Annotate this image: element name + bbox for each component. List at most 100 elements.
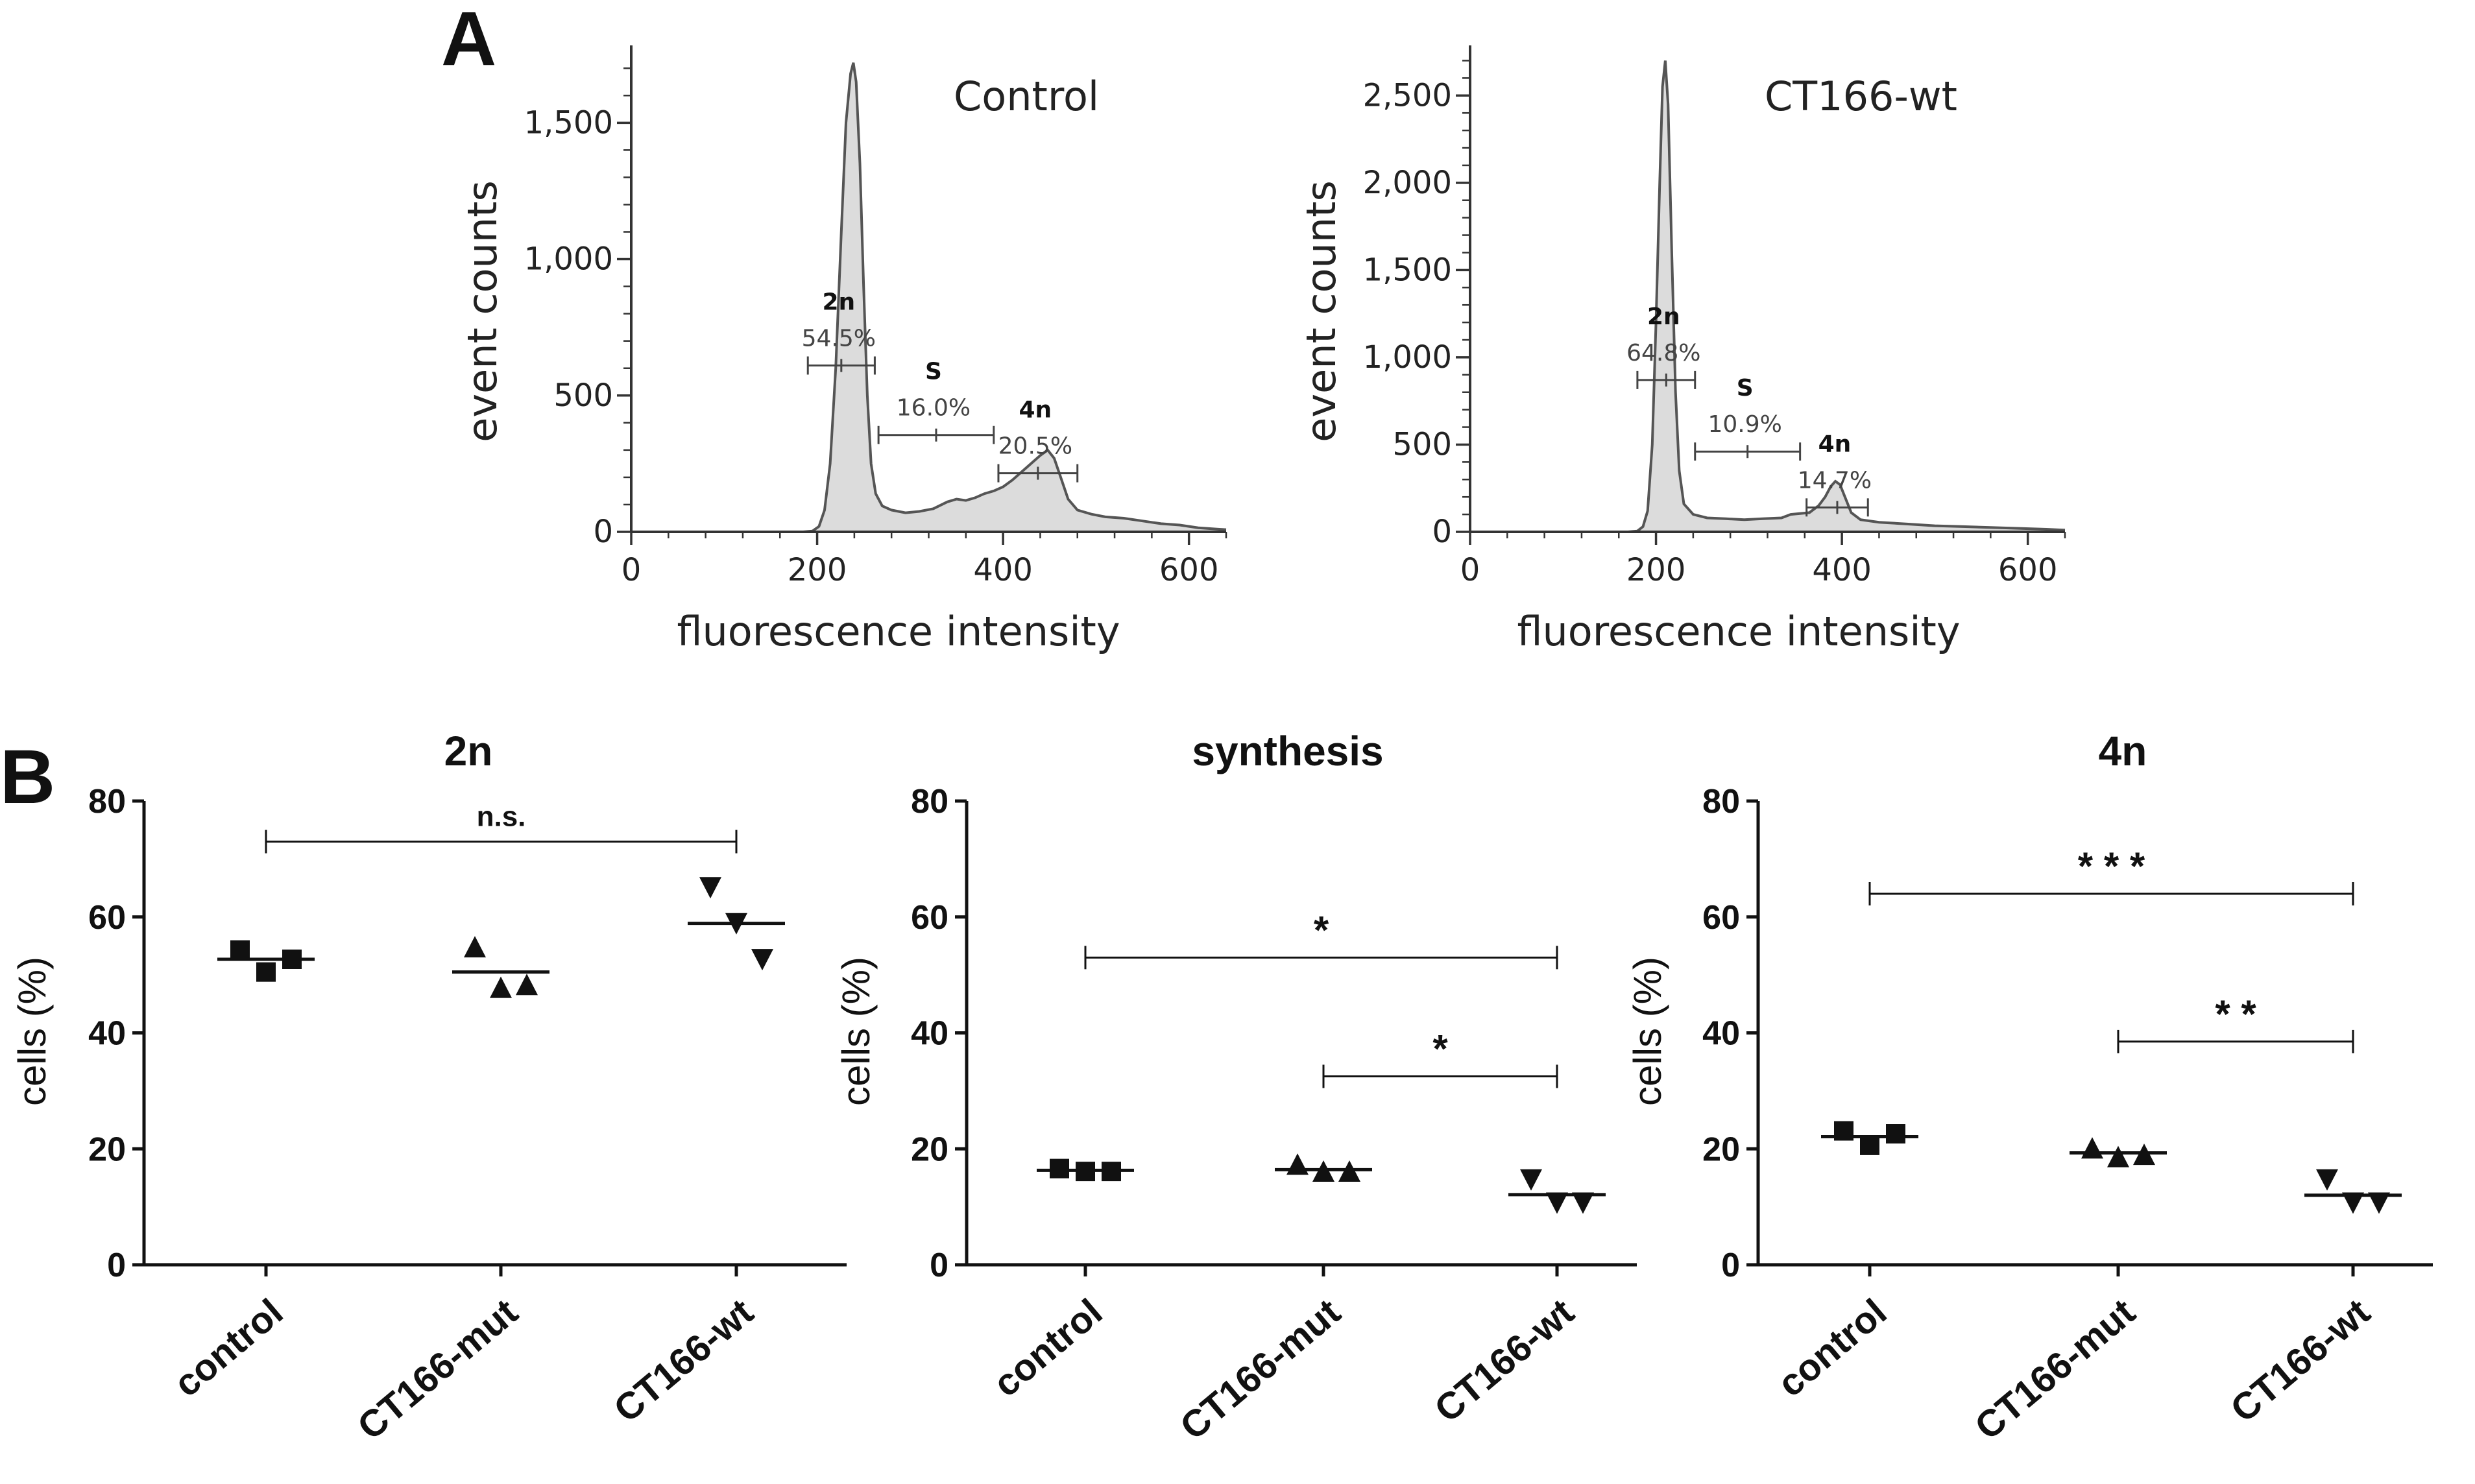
data-point-triangle-down — [2368, 1192, 2390, 1214]
y-axis-label: cells (%) — [1626, 957, 1669, 1106]
y-tick-label: 60 — [1702, 899, 1740, 937]
y-tick-label: 1,500 — [1363, 252, 1452, 288]
data-point-triangle-up — [1286, 1153, 1309, 1175]
histogram-fill — [1470, 60, 2065, 532]
y-tick-label: 0 — [107, 1247, 126, 1284]
y-tick-label: 60 — [88, 899, 126, 937]
data-point-triangle-down — [699, 877, 721, 899]
data-point-triangle-down — [1572, 1192, 1594, 1214]
y-tick-label: 500 — [553, 377, 613, 414]
x-axis-label: fluorescence intensity — [677, 608, 1120, 655]
y-tick-label: 1,000 — [524, 241, 613, 278]
x-tick-label-ct166-wt: CT166-wt — [1427, 1291, 1582, 1431]
x-tick-label-ct166-wt: CT166-wt — [2223, 1291, 2378, 1431]
data-point-triangle-up — [2081, 1137, 2103, 1159]
x-tick-label: 200 — [1626, 552, 1686, 588]
gate-label: 4n — [1818, 431, 1852, 457]
scatter-2n: 0 20 40 60 80 control CT166-mut CT166-wt 2n cells… — [10, 728, 847, 1448]
gate-label: S — [1737, 375, 1754, 401]
panel-label-b: B — [0, 734, 55, 820]
y-axis-label: event counts — [1298, 180, 1345, 442]
gate-percent: 14.7% — [1798, 467, 1872, 494]
histogram-ct166-wt: 0 500 1,000 1,500 2,000 2,500 0 200 400 600 CT166-… — [1298, 45, 2066, 655]
y-axis-label: cells (%) — [10, 957, 54, 1106]
y-tick-label: 1,000 — [1363, 339, 1452, 376]
data-point-triangle-up — [1312, 1160, 1334, 1182]
y-tick-label: 2,500 — [1363, 77, 1452, 114]
y-tick-label: 2,000 — [1363, 165, 1452, 201]
x-tick-label-ct166-mut: CT166-mut — [1967, 1291, 2143, 1448]
data-point-square — [256, 962, 276, 982]
x-tick-label: 600 — [1998, 552, 2058, 588]
gate-percent: 54.5% — [802, 326, 876, 352]
data-point-triangle-down — [2316, 1169, 2338, 1191]
x-axis-label: fluorescence intensity — [1517, 608, 1960, 655]
histogram-line — [1470, 60, 2066, 533]
gate-label: 2n — [1647, 304, 1680, 330]
y-tick-label: 40 — [911, 1015, 948, 1053]
histogram-control: 0 500 1,000 1,500 0 200 400 600 Control fluoresce… — [459, 45, 1227, 655]
data-point-square — [230, 940, 250, 960]
data-point-triangle-down — [1546, 1192, 1568, 1214]
x-tick-label-control: control — [166, 1291, 291, 1405]
data-point-square — [1886, 1124, 1905, 1144]
panel-label-a: A — [441, 0, 496, 82]
y-tick-label: 20 — [1702, 1131, 1740, 1168]
data-point-triangle-down — [2342, 1192, 2364, 1214]
gate-percent: 10.9% — [1708, 411, 1782, 438]
gate-label: S — [925, 359, 942, 385]
x-tick-label-ct166-mut: CT166-mut — [1172, 1291, 1348, 1448]
chart-title: 2n — [444, 728, 493, 774]
y-tick-label: 0 — [930, 1247, 948, 1284]
y-tick-label: 80 — [88, 783, 126, 820]
y-tick-label: 80 — [1702, 783, 1740, 820]
data-point-square — [1050, 1158, 1069, 1179]
y-axis-label: cells (%) — [834, 957, 878, 1106]
data-point-triangle-up — [2133, 1143, 2155, 1166]
data-point-triangle-up — [2107, 1145, 2129, 1167]
x-tick-label-ct166-wt: CT166-wt — [606, 1291, 761, 1431]
histogram-fill — [631, 62, 1226, 533]
scatter-4n: 0 20 40 60 80 control CT166-mut CT166-wt 4n cells… — [1626, 728, 2433, 1448]
chart-title: 4n — [2099, 728, 2147, 774]
gate-label: 4n — [1019, 397, 1052, 424]
significance-label: * — [1432, 1027, 1448, 1071]
y-tick-label: 20 — [88, 1131, 126, 1168]
gate-percent: 16.0% — [897, 395, 971, 422]
scatter-synthesis: 0 20 40 60 80 control CT166-mut CT166-wt synthes… — [834, 728, 1637, 1448]
x-tick-label: 400 — [1812, 552, 1872, 588]
data-point-square — [1860, 1135, 1879, 1155]
y-tick-label: 40 — [88, 1015, 126, 1053]
data-point-square — [1102, 1162, 1121, 1182]
significance-label: n.s. — [477, 801, 526, 833]
y-tick-label: 0 — [1721, 1247, 1740, 1284]
y-tick-label: 60 — [911, 899, 948, 937]
data-point-triangle-down — [751, 949, 773, 971]
x-tick-label: 0 — [622, 552, 642, 588]
chart-title: CT166-wt — [1765, 73, 1957, 120]
gate-percent: 20.5% — [998, 433, 1072, 460]
chart-title: synthesis — [1192, 728, 1383, 774]
x-tick-label-control: control — [1770, 1291, 1894, 1405]
y-tick-label: 40 — [1702, 1015, 1740, 1053]
y-tick-label: 20 — [911, 1131, 948, 1168]
histogram-line — [631, 62, 1227, 533]
data-point-triangle-down — [725, 913, 747, 935]
x-tick-label-ct166-mut: CT166-mut — [350, 1291, 525, 1448]
x-tick-label-control: control — [985, 1291, 1110, 1405]
gate-label: 2n — [822, 289, 855, 316]
y-tick-label: 0 — [593, 514, 613, 550]
x-tick-label: 600 — [1159, 552, 1219, 588]
y-tick-label: 500 — [1392, 426, 1452, 462]
y-tick-label: 1,500 — [524, 104, 613, 141]
y-axis-label: event counts — [459, 180, 506, 442]
data-point-triangle-up — [1338, 1160, 1360, 1182]
data-point-triangle-up — [516, 974, 538, 996]
data-point-triangle-up — [490, 976, 512, 998]
data-point-square — [1834, 1121, 1853, 1141]
x-tick-label: 0 — [1460, 552, 1480, 588]
y-tick-label: 0 — [1432, 514, 1452, 550]
data-point-triangle-down — [1520, 1169, 1542, 1191]
data-point-square — [282, 949, 302, 969]
